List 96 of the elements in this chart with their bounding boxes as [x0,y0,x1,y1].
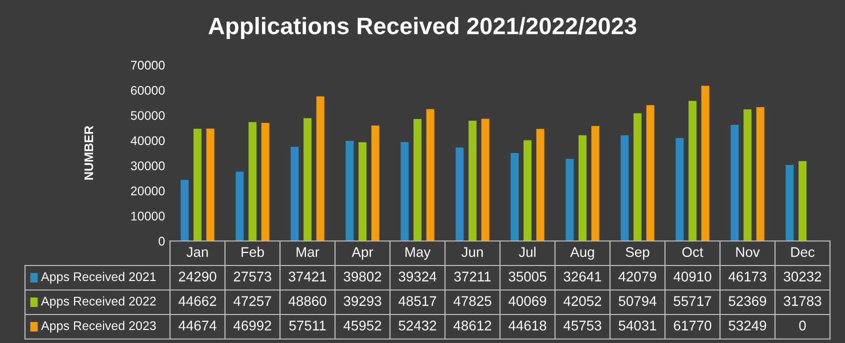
y-tick-label: 50000 [130,111,165,120]
data-label: 48860 [288,296,326,306]
bar [290,146,299,241]
data-label: 46173 [728,272,766,282]
data-label: 39324 [398,272,436,282]
data-label: 48517 [398,296,436,306]
data-label: 48612 [454,320,492,330]
bar [236,172,244,241]
legend-label: Apps Received 2023 [41,320,156,333]
x-tick-label: May [406,247,431,260]
bar [248,122,256,241]
x-tick-label: Dec [791,247,814,257]
bar [634,113,642,241]
data-label: 32641 [564,272,602,282]
x-tick-label: Nov [736,247,760,257]
bar [536,128,544,241]
data-label: 50794 [618,296,656,306]
data-label: 45952 [344,320,382,330]
bar [304,118,312,241]
bar [481,118,490,241]
data-label: 40910 [674,272,712,282]
bar [371,125,380,241]
bar [194,128,202,241]
data-label: 31783 [784,296,822,306]
bar [676,138,684,241]
bar [510,152,519,241]
bar [701,86,710,241]
x-tick-label: Oct [682,247,704,257]
y-axis-title: NUMBER [84,126,94,180]
bar [620,135,629,241]
bar [358,142,366,241]
x-tick-label: Jun [462,247,483,257]
bar [456,147,464,241]
data-label: 46992 [234,320,272,330]
bar [756,107,764,241]
bar [566,158,574,241]
bar [744,109,752,241]
legend-label: Apps Received 2022 [41,296,156,308]
x-tick-label: Apr [352,247,374,260]
y-tick-label: 10000 [131,212,165,221]
data-label: 47825 [454,296,492,306]
data-label: 40069 [508,296,546,306]
x-tick-label: Aug [570,247,594,260]
legend-label: Apps Received 2021 [41,272,156,284]
chart-title: Applications Received 2021/2022/2023 [208,16,636,40]
data-label: 54031 [618,320,656,330]
data-label: 52369 [728,296,766,306]
x-tick-label: Jan [186,247,208,257]
data-label: 42079 [618,272,656,282]
data-label: 47257 [234,296,272,306]
data-label: 39293 [344,296,382,306]
y-tick-label: 20000 [131,186,165,196]
data-label: 44662 [178,296,216,306]
bar [261,122,270,241]
data-label: 61770 [674,320,712,330]
data-label: 39802 [344,272,382,282]
x-tick-label: Mar [296,247,320,257]
bar [646,105,654,241]
data-label: 42052 [564,296,602,306]
y-tick-label: 60000 [131,86,165,95]
bar [468,120,476,241]
data-label: 44618 [508,320,546,330]
bar [346,140,354,241]
x-tick-label: Sep [626,247,650,260]
bar [426,109,434,241]
data-label: 27573 [234,272,272,282]
x-tick-label: Feb [242,246,264,257]
x-tick-label: Jul [518,246,536,257]
data-label: 57511 [289,320,326,330]
y-tick-label: 70000 [131,60,165,70]
data-label: 44674 [178,320,216,330]
bar [730,124,739,241]
bar [786,164,794,241]
data-label: 35005 [508,272,546,282]
data-label: 55717 [674,296,712,306]
data-label: 53249 [728,320,766,330]
y-tick-label: 30000 [130,161,165,170]
y-tick-label: 40000 [130,136,165,146]
data-label: 30232 [784,272,822,282]
bar [206,128,214,241]
data-label: 37421 [288,272,326,282]
data-label: 37211 [454,272,491,282]
bar [180,180,189,241]
bar [798,161,806,241]
data-label: 52432 [398,320,436,330]
data-label: 0 [799,320,806,330]
data-label: 24290 [178,272,216,282]
bar [688,100,696,241]
bar [591,126,600,241]
bar [524,140,532,241]
bar [414,119,422,241]
bar [400,142,409,241]
bar [578,135,586,241]
data-label: 45753 [564,320,602,330]
y-tick-label: 0 [158,236,165,246]
bar [316,96,324,241]
